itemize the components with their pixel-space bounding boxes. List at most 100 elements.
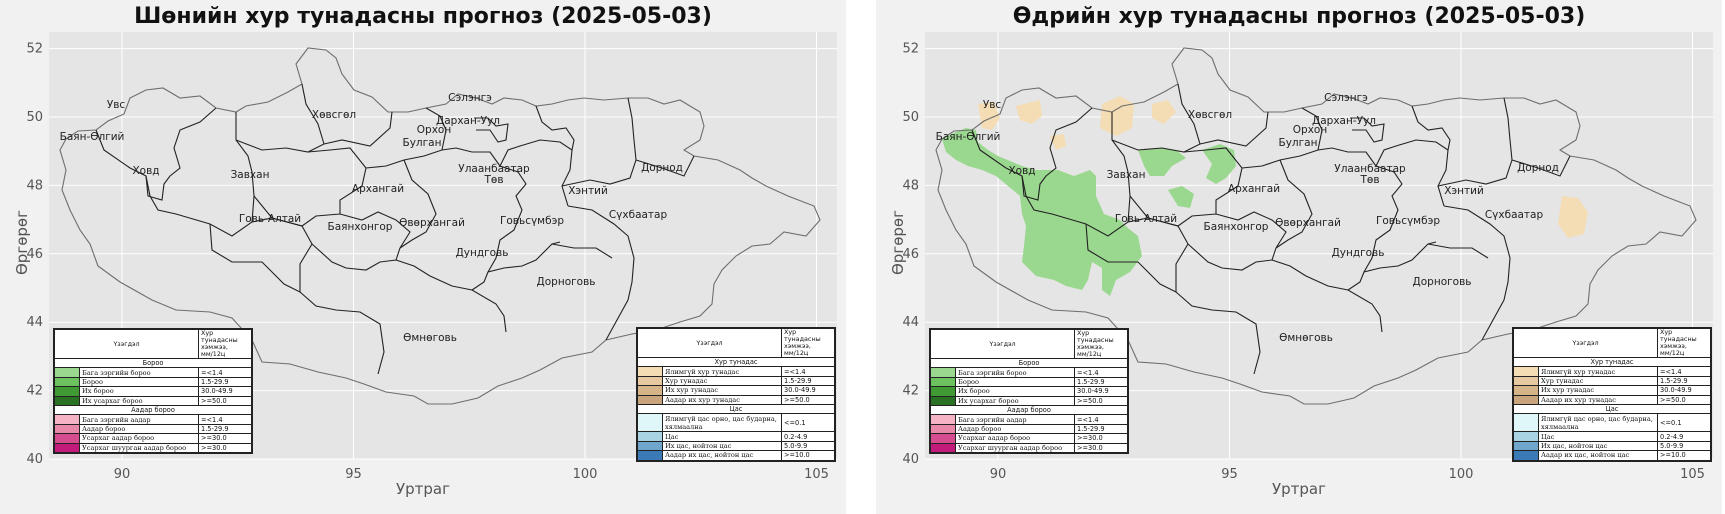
province-label: Сэлэнгэ xyxy=(1324,92,1368,104)
legend-value: 30.0-49.9 xyxy=(198,386,252,397)
y-tick-label: 44 xyxy=(26,315,43,330)
y-tick-label: 44 xyxy=(902,315,919,330)
legend-value: =<1.4 xyxy=(1657,366,1711,377)
province-border xyxy=(1317,147,1403,273)
province-label: Ховд xyxy=(132,165,159,177)
province-border xyxy=(551,243,613,259)
legend-swatch xyxy=(637,385,663,396)
legend-label: Бага зэргийн аадар xyxy=(955,414,1075,425)
y-tick-label: 40 xyxy=(26,452,43,467)
legend-swatch xyxy=(54,376,80,388)
legend-label: Ялимгүй хур тунадас xyxy=(1538,366,1658,377)
legend-swatch xyxy=(1513,431,1539,442)
legend-swatch xyxy=(54,442,80,453)
legend-label: Усархаг аадар бороо xyxy=(79,433,199,444)
province-border xyxy=(1199,111,1269,147)
precip-zone xyxy=(1100,96,1134,136)
province-border xyxy=(1443,205,1511,341)
legend-label: Хур тунадас xyxy=(662,375,782,387)
province-border xyxy=(1275,159,1313,249)
province-border xyxy=(1411,105,1451,151)
legend-label: Усархаг шуурган аадар бороо xyxy=(955,442,1075,453)
province-border xyxy=(441,147,527,273)
province-border xyxy=(1347,241,1437,291)
y-tick-label: 50 xyxy=(902,110,919,125)
legend-right: Үзэгдэл Хур тунадасны хэмжээ, мм/12ц Хур т… xyxy=(1512,327,1712,462)
province-border xyxy=(1437,97,1513,187)
legend-row: Их цас, нойтон цас 5.0-9.9 xyxy=(637,440,835,452)
province-label: Баянхонгор xyxy=(328,221,393,233)
map-title: Өдрийн хур тунадасны прогноз (2025-05-03… xyxy=(1012,4,1586,29)
legend-swatch xyxy=(930,423,956,435)
legend-swatch xyxy=(54,414,80,425)
province-border xyxy=(365,107,447,169)
legend-value: 0.2-4.9 xyxy=(781,431,835,442)
y-tick-label: 42 xyxy=(26,384,43,399)
legend-header-amount: Хур тунадасны хэмжээ, мм/12ц xyxy=(1657,328,1711,358)
x-tick-label: 100 xyxy=(1449,467,1474,482)
legend-label: Их цас, нойтон цас xyxy=(662,440,782,452)
province-label: Орхон xyxy=(417,124,451,136)
province-label: Говь-Алтай xyxy=(239,213,301,225)
province-label: Төв xyxy=(1359,174,1379,186)
legend-value: >=30.0 xyxy=(198,442,252,453)
legend-swatch xyxy=(1513,366,1539,377)
province-border xyxy=(145,112,255,237)
legend-swatch xyxy=(637,431,663,442)
legend-value: >=30.0 xyxy=(198,433,252,444)
x-tick-label: 105 xyxy=(1680,467,1705,482)
legend-label: Их хур тунадас xyxy=(1538,385,1658,396)
province-label: Булган xyxy=(403,137,442,149)
province-boundaries xyxy=(59,47,821,405)
legend-label: Цас xyxy=(662,431,782,442)
province-border xyxy=(399,159,437,249)
legend-header-amount: Хур тунадасны хэмжээ, мм/12ц xyxy=(198,329,252,359)
legend-row: Усархаг аадар бороо >=30.0 xyxy=(930,433,1128,444)
province-border xyxy=(535,105,575,151)
province-label: Сүхбаатар xyxy=(609,209,668,221)
legend-value: 30.0-49.9 xyxy=(1074,386,1128,397)
precip-zone xyxy=(1050,134,1066,150)
province-label: Дундговь xyxy=(456,247,509,259)
province-label: Өмнөговь xyxy=(1279,332,1333,344)
legend-row: Ялимгүй цас орно, цас бударна, хялмаална… xyxy=(637,413,835,433)
province-label: Орхон xyxy=(1293,124,1327,136)
legend-swatch xyxy=(1513,450,1539,461)
province-label: Архангай xyxy=(352,183,404,195)
legend-value: =<1.4 xyxy=(1074,367,1128,378)
legend-value: =<1.4 xyxy=(198,367,252,378)
legend-swatch xyxy=(930,433,956,444)
province-label: Говьсүмбэр xyxy=(1376,215,1440,227)
province-label: Дорнод xyxy=(641,162,683,174)
province-border xyxy=(1241,107,1323,169)
legend-swatch xyxy=(54,367,80,378)
precip-zone xyxy=(1016,100,1042,124)
legend-value: =<1.4 xyxy=(1074,414,1128,425)
y-tick-label: 50 xyxy=(26,110,43,125)
province-label: Баян-Өлгий xyxy=(60,131,125,143)
legend-label: Их бороо xyxy=(79,386,199,397)
province-label: Дорноговь xyxy=(1413,276,1472,288)
legend-swatch xyxy=(54,433,80,444)
legend-row: Их цас, нойтон цас 5.0-9.9 xyxy=(1513,440,1711,452)
province-border xyxy=(567,205,635,341)
province-label: Дорнод xyxy=(1517,162,1559,174)
province-border xyxy=(1111,83,1201,153)
legend-value: 1.5-29.9 xyxy=(1657,375,1711,387)
legend-row: Бага зэргийн аадар =<1.4 xyxy=(54,414,252,425)
province-label: Завхан xyxy=(231,169,270,181)
legend-label: Ялимгүй хур тунадас xyxy=(662,366,782,377)
province-boundaries xyxy=(935,47,1697,405)
legend-row: Аадар их цас, нойтон цас >=10.0 xyxy=(1513,450,1711,461)
legend-header-phenomenon: Үзэгдэл xyxy=(930,329,1075,359)
legend-label: Бороо xyxy=(955,376,1075,388)
province-label: Төв xyxy=(483,174,503,186)
legend-value: >=30.0 xyxy=(1074,442,1128,453)
legend-value: >=50.0 xyxy=(781,394,835,405)
province-label: Хөвсгөл xyxy=(1188,109,1232,121)
legend-row: Бага зэргийн аадар =<1.4 xyxy=(930,414,1128,425)
legend-row: Бага зэргийн бороо =<1.4 xyxy=(930,367,1128,378)
province-label: Өмнөговь xyxy=(403,332,457,344)
x-tick-label: 90 xyxy=(990,467,1007,482)
province-border xyxy=(971,107,1093,201)
